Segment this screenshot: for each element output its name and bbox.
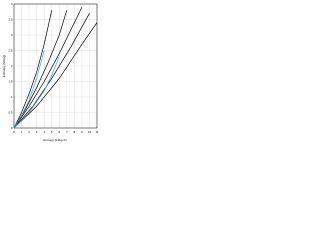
- x-axis-title: Entropy (kJ/kg·K): [43, 138, 66, 142]
- curve: [13, 10, 68, 129]
- curve: [13, 13, 90, 129]
- x-tick-label: 2: [28, 130, 30, 134]
- chart: Entropy (kJ/kg·K) Enthalpy (MJ/kg) 0 0.5 1…: [2, 2, 99, 142]
- y-tick-label: 2.5: [8, 48, 13, 52]
- x-tick-label: 3: [36, 130, 38, 134]
- x-tick-label: 7: [66, 130, 68, 134]
- x-tick-label: 11: [95, 130, 98, 134]
- y-tick-label: 3: [11, 33, 13, 37]
- x-tick-label: 10: [88, 130, 92, 134]
- y-tick-label: 0: [11, 126, 13, 130]
- curve: [13, 50, 45, 129]
- plot-frame: [13, 3, 98, 129]
- x-tick-label: 0: [13, 130, 15, 134]
- x-tick-label: 1: [21, 130, 23, 134]
- x-tick-label: 6: [58, 130, 60, 134]
- y-tick-label: 3.5: [8, 17, 13, 21]
- curve: [13, 22, 98, 129]
- curve: [13, 6, 83, 129]
- x-tick-label: 5: [51, 130, 53, 134]
- x-tick-label: 4: [43, 130, 45, 134]
- y-tick-label: 0.5: [8, 110, 13, 114]
- y-tick-label: 1: [11, 95, 13, 99]
- y-axis-title: Enthalpy (MJ/kg): [2, 55, 6, 78]
- y-tick-label: 2: [11, 64, 13, 68]
- curve: [13, 10, 53, 129]
- y-tick-label: 4: [11, 2, 13, 6]
- y-tick-label: 1.5: [8, 79, 13, 83]
- x-tick-label: 8: [74, 130, 76, 134]
- curve: [13, 56, 60, 129]
- x-tick-label: 9: [81, 130, 83, 134]
